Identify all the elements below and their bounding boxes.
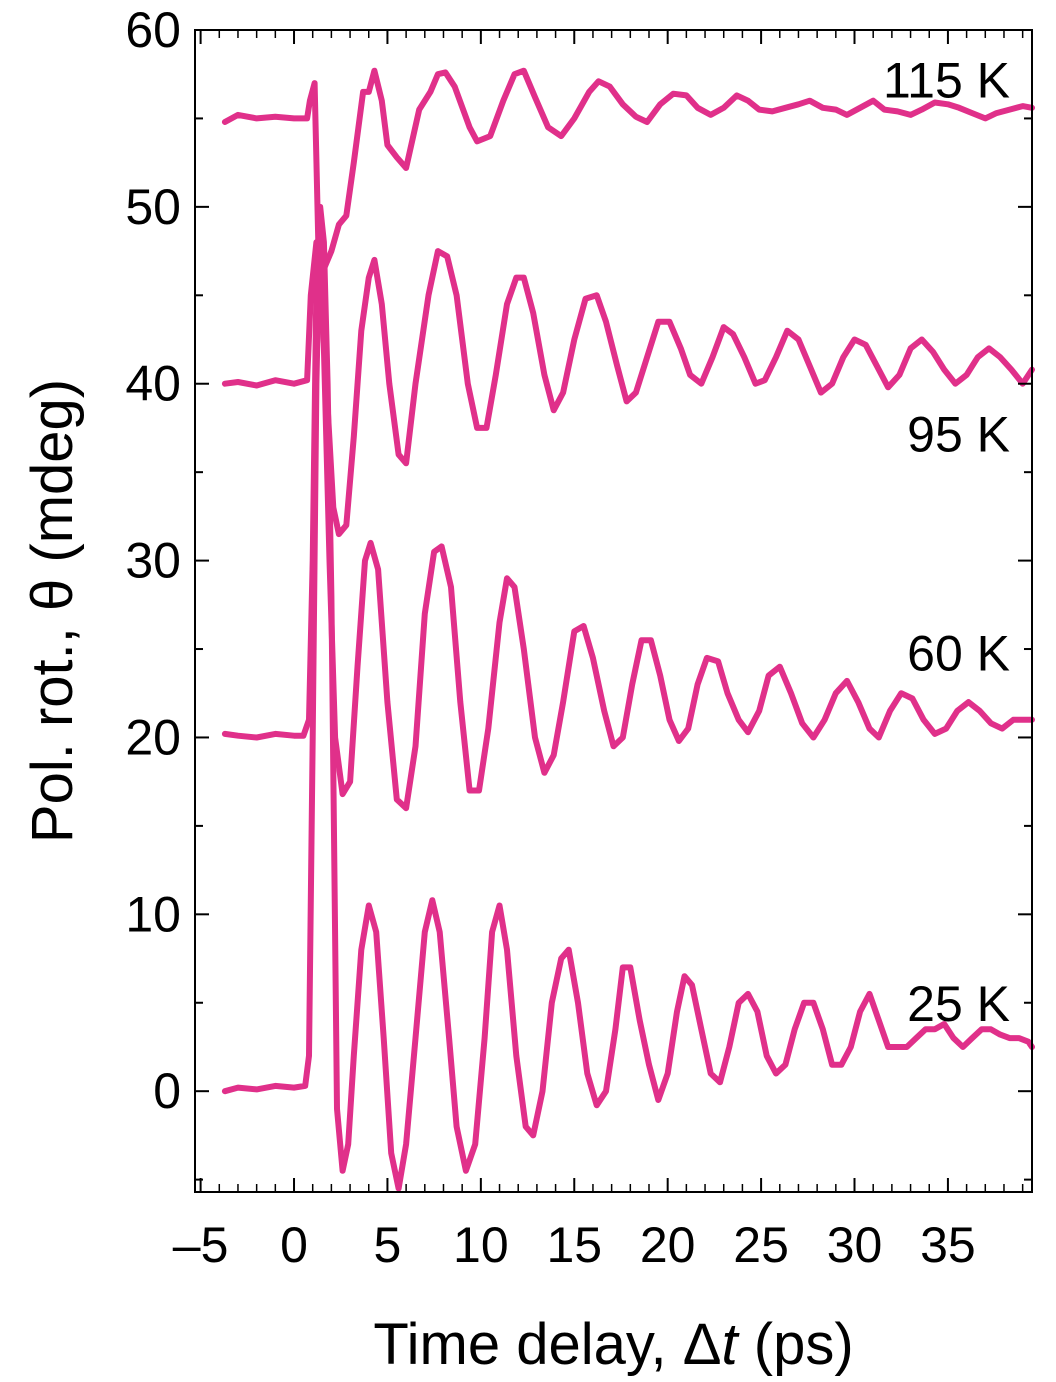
y-tick-label: 0 <box>153 1063 181 1119</box>
series-line-95k <box>221 239 1035 538</box>
series-label: 95 K <box>907 406 1010 462</box>
x-tick-label: 5 <box>374 1217 402 1273</box>
ticks-layer: 0 10 20 30 40 50 60 –5 0 5 10 15 20 25 30 35 <box>125 2 1032 1273</box>
plot-frame <box>194 29 1033 1193</box>
x-tick-label: 20 <box>640 1217 696 1273</box>
series-layer <box>221 67 1035 1192</box>
series-label: 60 K <box>907 626 1010 682</box>
x-tick-label: 35 <box>920 1217 976 1273</box>
x-tick-label: –5 <box>173 1217 229 1273</box>
y-tick-label: 60 <box>125 2 181 58</box>
x-axis-title-italic: t <box>722 1312 741 1377</box>
x-axis-title-pre: Time delay, Δ <box>373 1312 721 1377</box>
y-tick-label: 50 <box>125 179 181 235</box>
x-tick-label: 30 <box>827 1217 883 1273</box>
x-tick-label: 0 <box>280 1217 308 1273</box>
y-axis-title: Pol. rot., θ (mdeg) <box>20 379 85 843</box>
series-line-115k <box>221 67 1035 272</box>
x-axis-title-post: (ps) <box>738 1312 854 1377</box>
y-tick-label: 20 <box>125 709 181 765</box>
x-tick-label: 10 <box>453 1217 509 1273</box>
labels-layer: 115 K 95 K 60 K 25 K <box>883 53 1010 1032</box>
series-label: 25 K <box>907 976 1010 1032</box>
y-tick-label: 10 <box>125 886 181 942</box>
x-tick-label: 15 <box>546 1217 602 1273</box>
series-line-60k <box>221 230 1035 812</box>
x-tick-label: 25 <box>733 1217 789 1273</box>
series-label: 115 K <box>883 53 1010 109</box>
y-tick-label: 30 <box>125 533 181 589</box>
series-line-25k <box>221 203 1035 1192</box>
x-axis-title: Time delay, Δt (ps) <box>373 1312 853 1377</box>
y-tick-label: 40 <box>125 356 181 412</box>
